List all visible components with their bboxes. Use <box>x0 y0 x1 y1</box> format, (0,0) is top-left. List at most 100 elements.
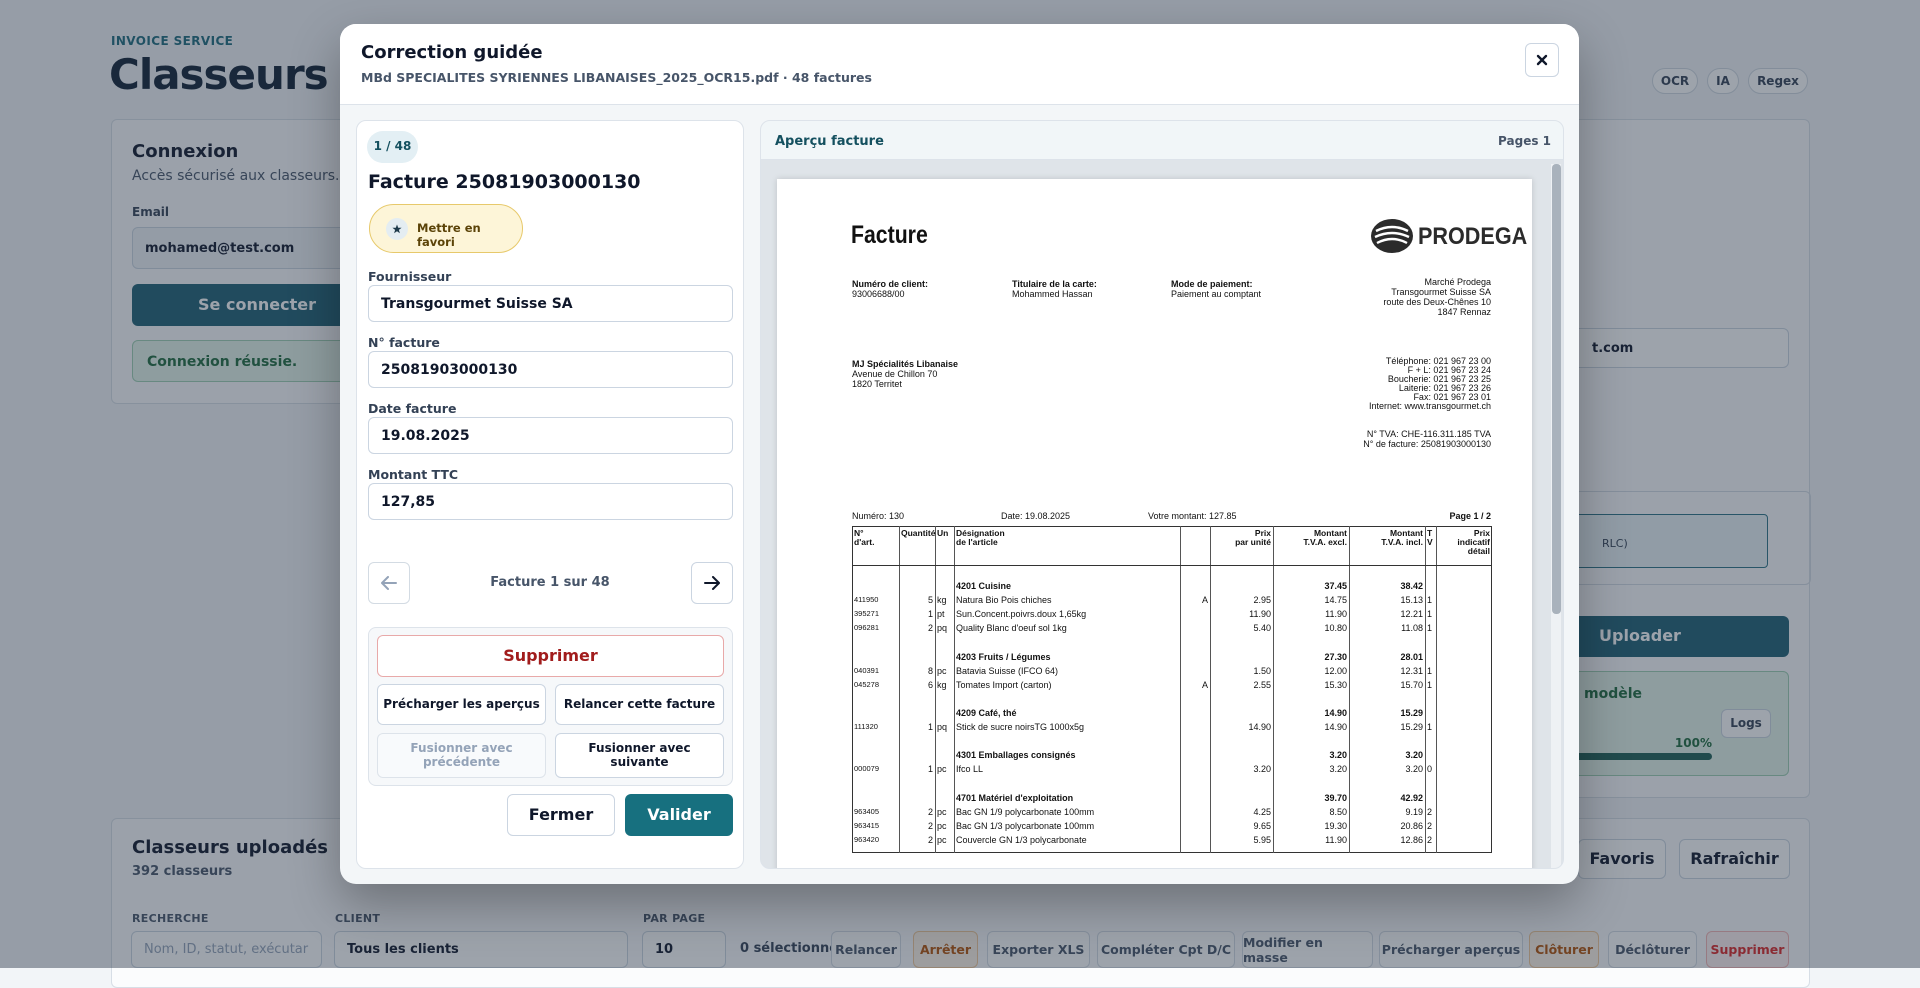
per-page-label: PAR PAGE <box>643 912 706 925</box>
doc-cell-incl: 12.21 <box>1400 609 1423 620</box>
doc-cell-price: 4.25 <box>1253 806 1271 817</box>
close-button[interactable]: Fermer <box>507 794 615 836</box>
doc-cell-incl: 12.31 <box>1400 665 1423 676</box>
doc-col-line <box>1273 526 1274 853</box>
arrow-right-icon <box>704 576 720 590</box>
merge-prev-button[interactable]: Fusionner avec précédente <box>377 733 546 778</box>
doc-group-incl: 15.29 <box>1400 708 1423 718</box>
doc-cell-qty: 2 <box>927 623 933 634</box>
field-input[interactable]: 127,85 <box>368 483 733 520</box>
favorites-button[interactable]: Favoris <box>1578 839 1666 879</box>
doc-cell-art: 963405 <box>854 806 880 816</box>
doc-col-line <box>1349 526 1350 853</box>
doc-cell-art: 000079 <box>854 764 880 774</box>
doc-group-excl: 27.30 <box>1324 651 1347 662</box>
action-button[interactable]: Modifier en masse <box>1242 931 1373 968</box>
doc-cell-incl: 12.86 <box>1400 834 1423 845</box>
doc-cell-qty: 1 <box>927 764 933 775</box>
doc-cell-price: 11.90 <box>1249 609 1271 620</box>
doc-cell-art: 096281 <box>854 623 880 633</box>
doc-header: Quantité <box>901 528 936 538</box>
badge[interactable]: OCR <box>1652 68 1698 94</box>
doc-contact: Boucherie: 021 967 23 25 <box>1387 374 1491 384</box>
close-icon <box>1536 54 1548 66</box>
scrollbar-thumb[interactable] <box>1552 164 1561 614</box>
next-button[interactable] <box>691 562 733 604</box>
doc-col-line <box>1436 526 1437 853</box>
action-button[interactable]: Précharger aperçus <box>1379 931 1523 968</box>
action-button[interactable]: Supprimer <box>1706 931 1789 968</box>
list-count: 392 classeurs <box>132 864 233 879</box>
doc-cell-name: Tomates Import (carton) <box>956 679 1052 690</box>
doc-contact: Fax: 021 967 23 01 <box>1413 392 1491 402</box>
field-input[interactable]: 19.08.2025 <box>368 417 733 454</box>
merge-next-button[interactable]: Fusionner avec suivante <box>555 733 724 778</box>
doc-cell-unit: pq <box>937 722 948 733</box>
doc-cell-name: Bac GN 1/9 polycarbonate 100mm <box>956 806 1095 817</box>
doc-group-name: 4203 Fruits / Légumes <box>956 651 1051 662</box>
doc-header: Un <box>937 528 949 538</box>
doc-cell-price: 9.65 <box>1253 820 1271 831</box>
doc-cell-excl: 11.90 <box>1325 609 1347 620</box>
badge[interactable]: Regex <box>1748 68 1808 94</box>
action-button[interactable]: Relancer <box>831 931 901 968</box>
doc-cell-unit: kg <box>937 679 947 690</box>
doc-col-line <box>1425 526 1426 853</box>
doc-header: Désignation <box>956 528 1005 538</box>
doc-group-incl: 38.42 <box>1400 581 1423 592</box>
close-icon-button[interactable] <box>1525 43 1559 77</box>
doc-contact: Téléphone: 021 967 23 00 <box>1385 356 1491 366</box>
action-button[interactable]: Compléter Cpt D/C <box>1097 931 1235 968</box>
doc-cell-qty: 6 <box>927 679 933 690</box>
rerun-button[interactable]: Relancer cette facture <box>555 684 724 725</box>
doc-cell-unit: pq <box>937 623 948 634</box>
doc-seller: 1847 Rennaz <box>1437 307 1491 317</box>
doc-brand: PRODEGA <box>1418 223 1528 250</box>
star-icon <box>392 224 402 234</box>
doc-cell-art: 963420 <box>854 834 880 844</box>
doc-cell-qty: 5 <box>927 595 933 606</box>
doc-info-label: Titulaire de la carte: <box>1012 279 1097 289</box>
doc-group-incl: 3.20 <box>1405 750 1423 761</box>
favorite-button[interactable]: Mettre en favori <box>369 204 523 253</box>
doc-cell-tva: 1 <box>1427 623 1433 634</box>
badge[interactable]: IA <box>1707 68 1739 94</box>
refresh-button[interactable]: Rafraîchir <box>1679 839 1790 879</box>
doc-cell-price: 5.95 <box>1253 834 1271 845</box>
doc-header: N° <box>854 528 864 538</box>
doc-cell-excl: 19.30 <box>1324 820 1347 831</box>
field-input[interactable]: Transgourmet Suisse SA <box>368 285 733 322</box>
doc-cell-tva: 1 <box>1427 665 1433 676</box>
per-page-select[interactable]: 10 <box>642 931 726 968</box>
logs-button[interactable]: Logs <box>1721 709 1771 738</box>
validate-button[interactable]: Valider <box>625 794 733 836</box>
doc-header: T <box>1427 528 1433 538</box>
doc-meta: Numéro: 130 <box>852 511 905 521</box>
doc-contact: F + L: 021 967 23 24 <box>1407 365 1491 375</box>
preload-button[interactable]: Précharger les aperçus <box>377 684 546 725</box>
doc-group-excl: 39.70 <box>1324 792 1347 803</box>
doc-tax: N° de facture: 25081903000130 <box>1363 439 1491 449</box>
doc-cell-art: 411950 <box>854 595 879 605</box>
doc-group-name: 4209 Café, thé <box>956 708 1017 718</box>
action-button[interactable]: Arrêter <box>913 931 978 968</box>
doc-cell-qty: 8 <box>927 665 933 676</box>
doc-cell-unit: pc <box>937 806 947 817</box>
star-badge <box>386 218 408 240</box>
action-button[interactable]: Déclôturer <box>1608 931 1697 968</box>
modal-header: Correction guidée MBd SPECIALITES SYRIEN… <box>340 24 1579 105</box>
field-label: Fournisseur <box>368 269 452 284</box>
doc-cell-tva: 1 <box>1427 679 1433 690</box>
form-panel: 1 / 48 Facture 25081903000130 Mettre en … <box>356 120 744 869</box>
doc-header: V <box>1427 537 1433 547</box>
field-input[interactable]: 25081903000130 <box>368 351 733 388</box>
prev-button[interactable] <box>368 562 410 604</box>
action-button[interactable]: Exporter XLS <box>987 931 1090 968</box>
progress-label: 100% <box>1674 736 1712 750</box>
doc-cell-incl: 20.86 <box>1400 820 1423 831</box>
doc-cell-excl: 3.20 <box>1329 764 1347 775</box>
doc-cell-price: 1.50 <box>1253 665 1271 676</box>
doc-title: Facture <box>851 221 928 249</box>
delete-button[interactable]: Supprimer <box>377 635 724 677</box>
doc-cell-name: Quality Blanc d'oeuf sol 1kg <box>956 623 1067 634</box>
